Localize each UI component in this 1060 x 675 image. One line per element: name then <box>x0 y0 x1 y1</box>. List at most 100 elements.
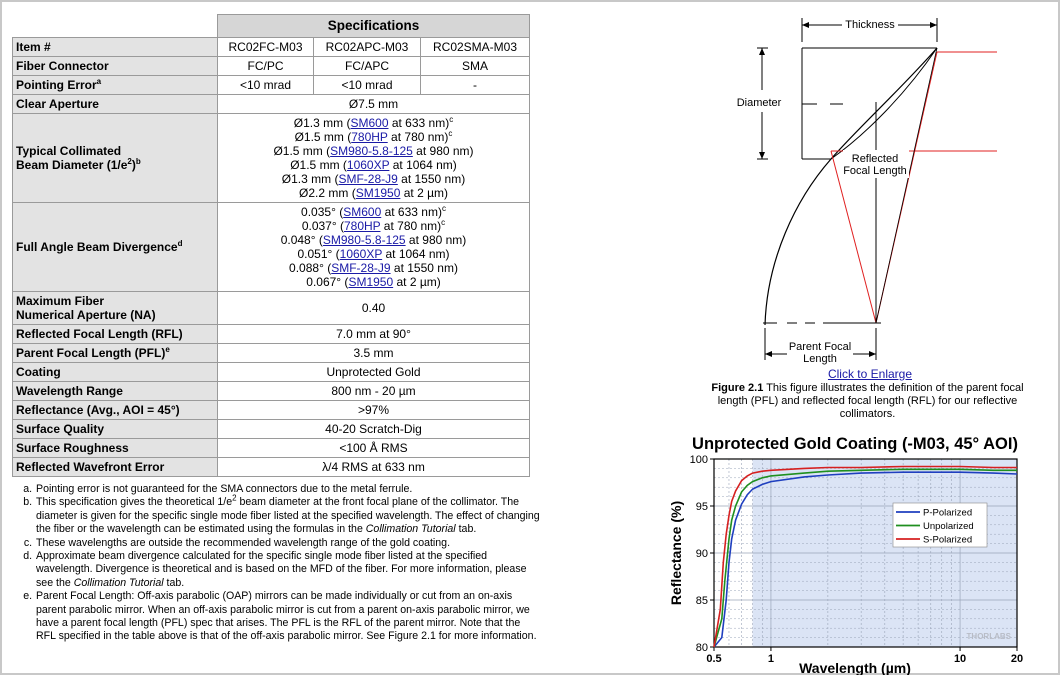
pfl-label-line2: Length <box>803 353 837 365</box>
fiber-link-smf28[interactable]: SMF-28-J9 <box>338 172 398 186</box>
table-corner <box>12 14 218 38</box>
rfl-label-line1: Reflected <box>852 153 898 165</box>
rfl-label: Reflected Focal Length (RFL) <box>12 324 218 344</box>
fiber-link-sm1950[interactable]: SM1950 <box>348 275 394 289</box>
na-value: 0.40 <box>217 291 530 325</box>
pointing-error-value: - <box>420 75 530 95</box>
fiber-link-780hp[interactable]: 780HP <box>351 130 388 144</box>
click-to-enlarge-link[interactable]: Click to Enlarge <box>827 367 913 381</box>
pfl-label-line1: Parent Focal <box>789 341 851 353</box>
series-line-s-polarized <box>713 465 1017 648</box>
beam-diameter-line: Ø1.3 mm (SM600 at 633 nm)c <box>293 115 454 131</box>
footnotes: Pointing error is not guaranteed for the… <box>22 483 540 644</box>
arrowhead <box>930 22 937 28</box>
y-tick-label: 85 <box>696 595 708 607</box>
divergence-line: 0.088° (SMF-28-J9 at 1550 nm) <box>289 261 458 275</box>
fiber-link-sm600[interactable]: SM600 <box>350 116 389 130</box>
fiber-connector-label: Fiber Connector <box>12 56 218 76</box>
rfl-label-line2: Focal Length <box>843 165 907 177</box>
na-label: Maximum Fiber Numerical Aperture (NA) <box>12 291 218 325</box>
divergence-line: 0.051° (1060XP at 1064 nm) <box>297 247 450 261</box>
clear-aperture-value: Ø7.5 mm <box>217 94 530 114</box>
fiber-link-sm600[interactable]: SM600 <box>343 205 382 219</box>
legend-label: S-Polarized <box>923 535 972 546</box>
divergence-line: 0.035° (SM600 at 633 nm)c <box>301 204 446 220</box>
reflectance-chart[interactable]: Unprotected Gold Coating (-M03, 45° AOI)… <box>665 430 1045 675</box>
fiber-link-sm1950[interactable]: SM1950 <box>355 186 401 200</box>
fiber-link-sm980[interactable]: SM980-5.8-125 <box>322 233 406 247</box>
y-axis-label: Reflectance (%) <box>668 501 684 605</box>
parabolic-mirror-diagram[interactable]: Thickness Diameter Reflected Focal Lengt… <box>735 10 1000 365</box>
focal-axis <box>875 47 938 324</box>
coating-value: Unprotected Gold <box>217 362 530 382</box>
coating-label: Coating <box>12 362 218 382</box>
surface-quality-label: Surface Quality <box>12 419 218 439</box>
wavefront-error-value: λ/4 RMS at 633 nm <box>217 457 530 477</box>
footnote-a: Pointing error is not guaranteed for the… <box>35 483 540 496</box>
parabola-curve <box>764 47 938 326</box>
rfl-label-bg <box>843 150 909 178</box>
wavefront-error-label: Reflected Wavefront Error <box>12 457 218 477</box>
x-axis-label: Wavelength (µm) <box>799 660 911 675</box>
figure-caption: Figure 2.1 This figure illustrates the d… <box>700 382 1035 421</box>
surface-quality-value: 40-20 Scratch-Dig <box>217 419 530 439</box>
series-line-unpolarized <box>713 468 1017 648</box>
pointing-error-value: <10 mrad <box>217 75 314 95</box>
footnote-b: This specification gives the theoretical… <box>35 494 540 536</box>
beam-diameter-label: Typical Collimated Beam Diameter (1/e2)b <box>12 113 218 203</box>
item-number-label: Item # <box>12 37 218 57</box>
footnote-e: Parent Focal Length: Off-axis parabolic … <box>35 590 540 644</box>
legend-label: P-Polarized <box>923 508 972 519</box>
specifications-table: Specifications Item # RC02FC-M03 RC02APC… <box>12 14 530 477</box>
beam-diameter-values: Ø1.3 mm (SM600 at 633 nm)c Ø1.5 mm (780H… <box>217 113 530 203</box>
fiber-connector-value: FC/PC <box>217 56 314 76</box>
beam-diameter-line: Ø1.5 mm (SM980-5.8-125 at 980 nm) <box>273 144 474 158</box>
footnote-c: These wavelengths are outside the recomm… <box>35 537 540 550</box>
x-tick-label: 1 <box>768 653 774 665</box>
wavelength-value: 800 nm - 20 µm <box>217 381 530 401</box>
beam-diameter-line: Ø2.2 mm (SM1950 at 2 µm) <box>299 186 448 200</box>
chart-title: Unprotected Gold Coating (-M03, 45° AOI) <box>692 435 1018 453</box>
x-tick-label: 0.5 <box>706 653 721 665</box>
y-tick-label: 80 <box>696 642 708 654</box>
fiber-link-smf28[interactable]: SMF-28-J9 <box>331 261 391 275</box>
fiber-link-1060xp[interactable]: 1060XP <box>346 158 390 172</box>
y-tick-label: 95 <box>696 501 708 513</box>
thorlabs-watermark: THORLABS <box>967 632 1012 641</box>
surface-roughness-label: Surface Roughness <box>12 438 218 458</box>
arrowhead <box>765 351 772 357</box>
x-tick-label: 20 <box>1011 653 1023 665</box>
surface-roughness-value: <100 Å RMS <box>217 438 530 458</box>
item-rc02apc-m03: RC02APC-M03 <box>313 37 421 57</box>
x-tick-label: 10 <box>954 653 966 665</box>
divergence-line: 0.067° (SM1950 at 2 µm) <box>306 275 441 289</box>
fiber-connector-value: SMA <box>420 56 530 76</box>
figure-caption-text: This figure illustrates the definition o… <box>717 382 1024 420</box>
fiber-link-sm980[interactable]: SM980-5.8-125 <box>330 144 413 158</box>
focus-ray <box>830 150 877 324</box>
item-rc02sma-m03: RC02SMA-M03 <box>420 37 530 57</box>
pointing-error-label: Pointing Errora <box>12 75 218 95</box>
item-rc02fc-m03: RC02FC-M03 <box>217 37 314 57</box>
arrowhead <box>759 152 765 159</box>
diameter-label: Diameter <box>737 97 782 109</box>
divergence-line: 0.048° (SM980-5.8-125 at 980 nm) <box>280 233 467 247</box>
pfl-label: Parent Focal Length (PFL)e <box>12 343 218 363</box>
legend-label: Unpolarized <box>923 521 974 532</box>
thickness-label: Thickness <box>845 19 895 31</box>
divergence-values: 0.035° (SM600 at 633 nm)c 0.037° (780HP … <box>217 202 530 292</box>
reflectance-label: Reflectance (Avg., AOI = 45°) <box>12 400 218 420</box>
divergence-line: 0.037° (780HP at 780 nm)c <box>301 218 446 234</box>
beam-diameter-line: Ø1.5 mm (780HP at 780 nm)c <box>294 129 453 145</box>
arrowhead <box>869 351 876 357</box>
wavelength-label: Wavelength Range <box>12 381 218 401</box>
reflectance-value: >97% <box>217 400 530 420</box>
beam-diameter-line: Ø1.3 mm (SMF-28-J9 at 1550 nm) <box>281 172 466 186</box>
pfl-value: 3.5 mm <box>217 343 530 363</box>
divergence-label: Full Angle Beam Divergenced <box>12 202 218 292</box>
rfl-value: 7.0 mm at 90° <box>217 324 530 344</box>
clear-aperture-label: Clear Aperture <box>12 94 218 114</box>
fiber-link-1060xp[interactable]: 1060XP <box>339 247 383 261</box>
fiber-connector-value: FC/APC <box>313 56 421 76</box>
fiber-link-780hp[interactable]: 780HP <box>343 219 381 233</box>
